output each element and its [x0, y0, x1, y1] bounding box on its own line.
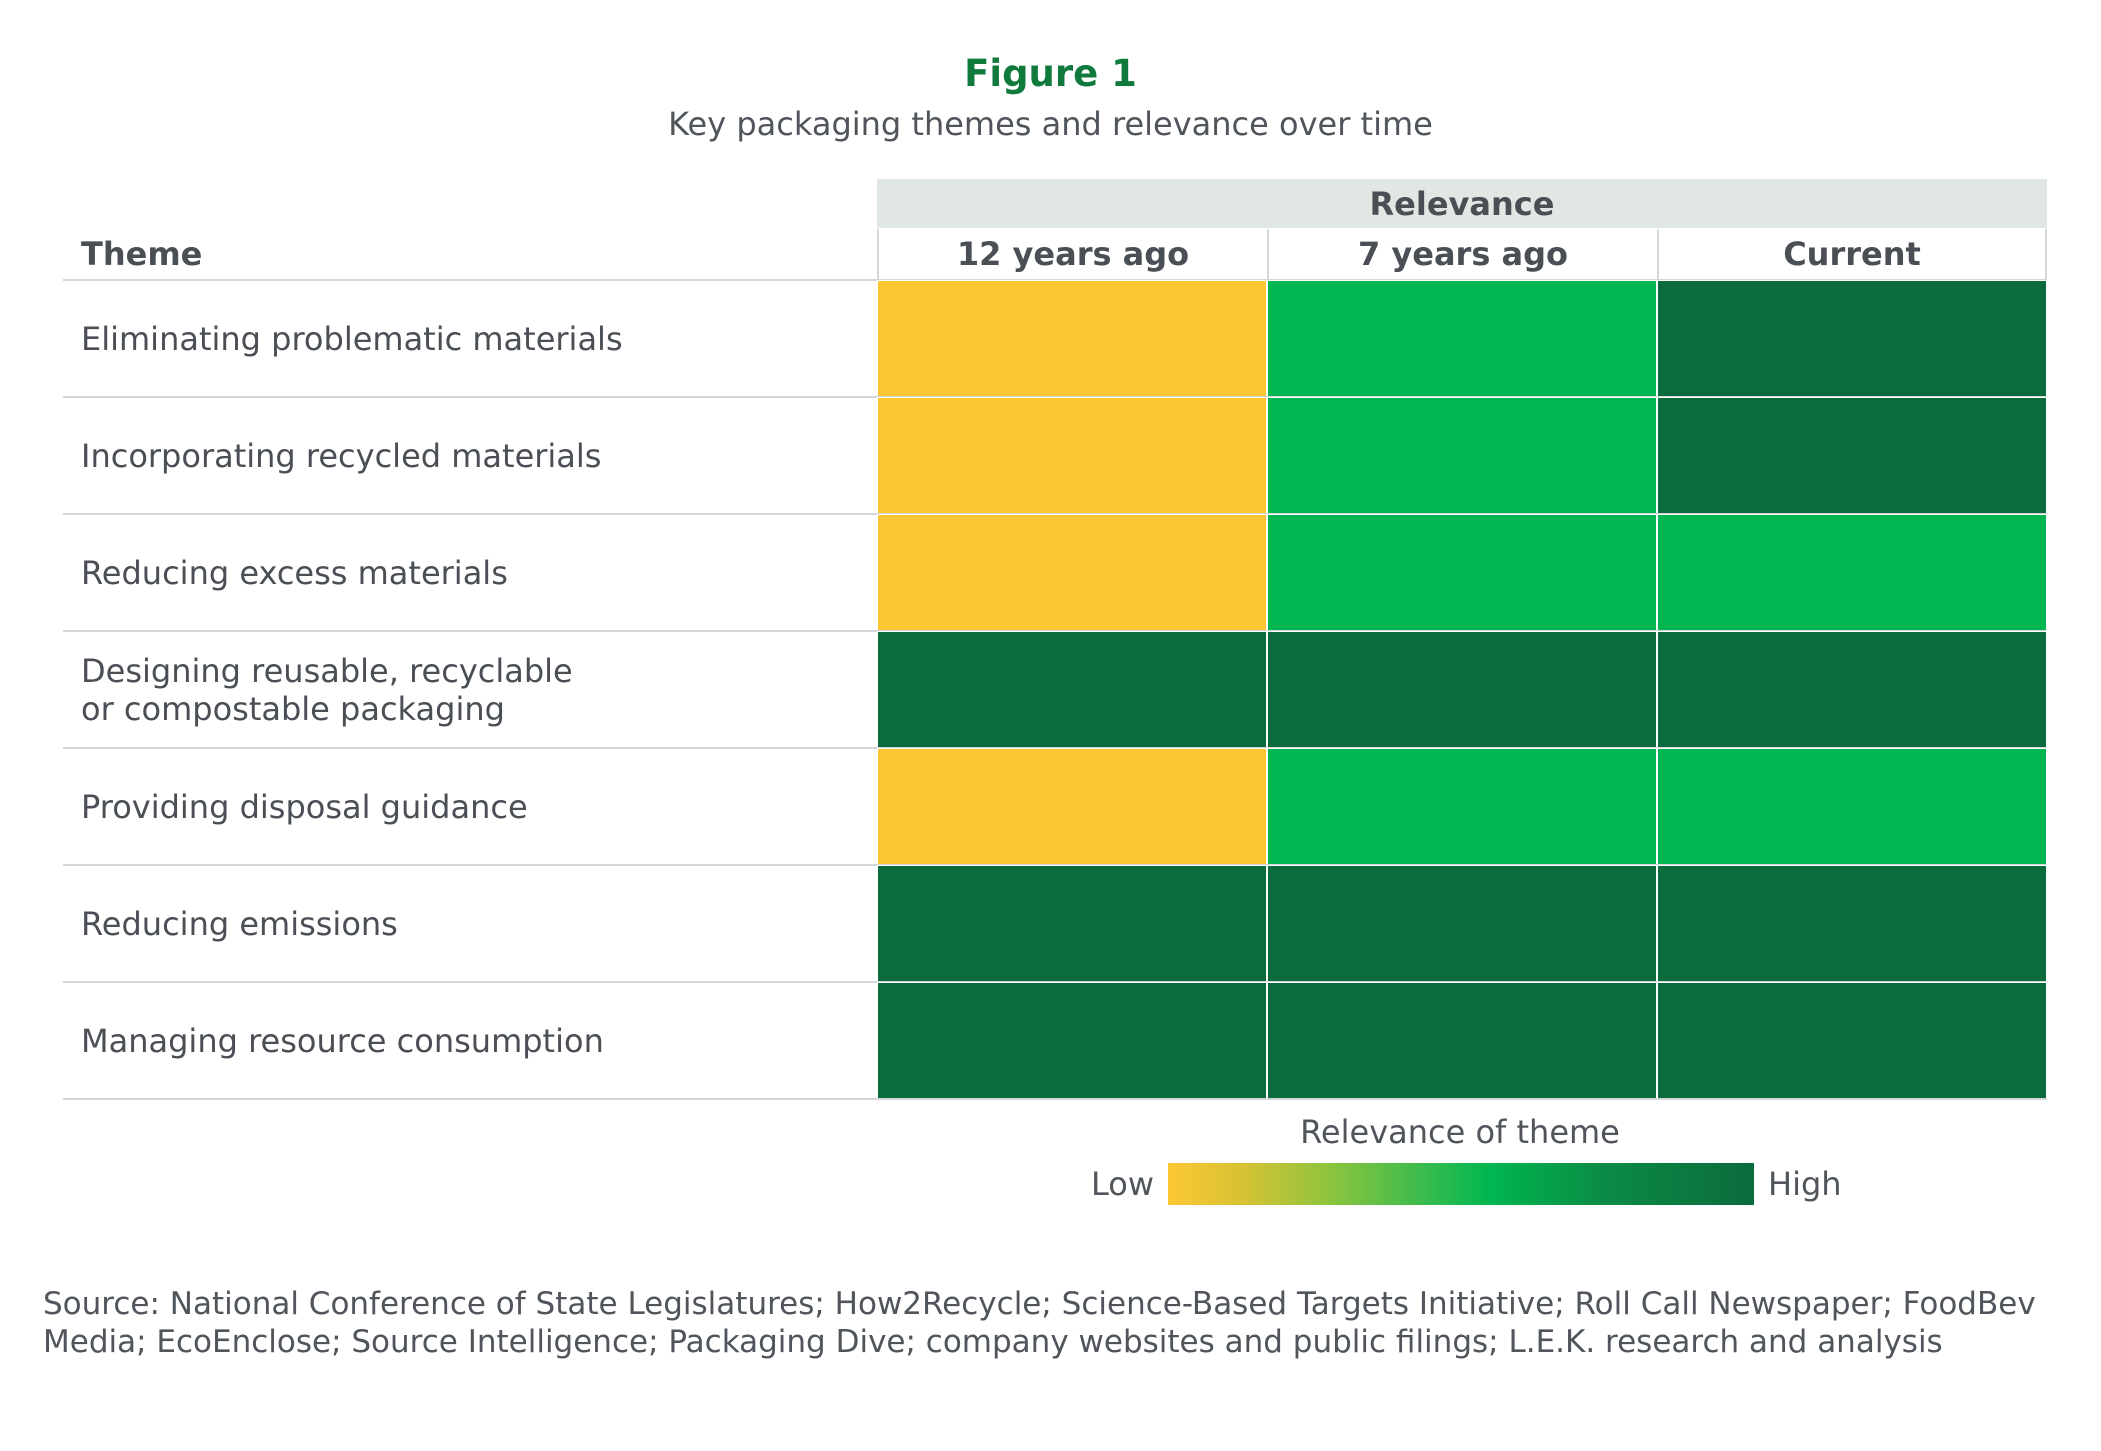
- column-header-7-years-ago: 7 years ago: [1267, 229, 1657, 279]
- heatmap-cell: [1657, 982, 2047, 1099]
- heatmap-cell: [1657, 631, 2047, 748]
- heatmap-cell: [877, 514, 1267, 631]
- row-label: Reducing emissions: [81, 904, 398, 943]
- row-label: Eliminating problematic materials: [81, 319, 623, 358]
- legend-gradient-bar: [1168, 1163, 1754, 1205]
- row-label: Providing disposal guidance: [81, 787, 528, 826]
- heatmap-cell: [877, 631, 1267, 748]
- legend-low-label: Low: [1090, 1165, 1154, 1203]
- row-label: Designing reusable, recyclable or compos…: [81, 651, 573, 728]
- heatmap-cell: [1657, 397, 2047, 514]
- heatmap-cell: [1267, 631, 1657, 748]
- legend-title: Relevance of theme: [1300, 1113, 1620, 1151]
- column-header-current: Current: [1657, 229, 2047, 279]
- row-label: Incorporating recycled materials: [81, 436, 602, 475]
- heatmap-cell: [877, 748, 1267, 865]
- heatmap-cell: [877, 280, 1267, 397]
- heatmap-cell: [877, 982, 1267, 1099]
- row-divider: [63, 1098, 2047, 1100]
- heatmap-cell: [877, 865, 1267, 982]
- heatmap-cell: [1267, 982, 1657, 1099]
- source-note: Source: National Conference of State Leg…: [43, 1286, 2036, 1360]
- heatmap-cell: [1657, 748, 2047, 865]
- row-label: Reducing excess materials: [81, 553, 508, 592]
- column-header-12-years-ago: 12 years ago: [877, 229, 1267, 279]
- heatmap-cell: [1267, 280, 1657, 397]
- heatmap-cell: [1267, 514, 1657, 631]
- heatmap-cell: [1267, 397, 1657, 514]
- figure-subtitle: Key packaging themes and relevance over …: [668, 105, 1433, 143]
- figure-title: Figure 1: [964, 52, 1137, 95]
- relevance-header-band: Relevance: [877, 179, 2047, 228]
- row-label: Managing resource consumption: [81, 1021, 604, 1060]
- heatmap-cell: [1267, 748, 1657, 865]
- legend-high-label: High: [1768, 1165, 1842, 1203]
- heatmap-cell: [1657, 514, 2047, 631]
- heatmap-cell: [1657, 865, 2047, 982]
- theme-column-header: Theme: [81, 235, 203, 273]
- heatmap-cell: [877, 397, 1267, 514]
- heatmap-cell: [1267, 865, 1657, 982]
- heatmap-cell: [1657, 280, 2047, 397]
